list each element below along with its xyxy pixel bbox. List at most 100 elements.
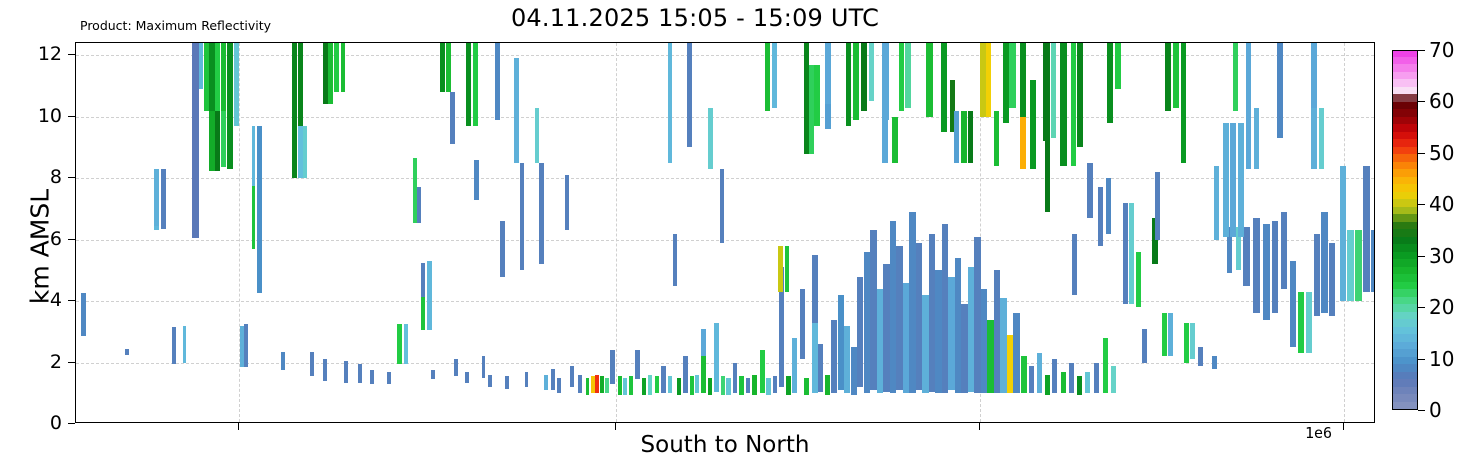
reflectivity-column (1122, 43, 1128, 422)
reflectivity-cell (343, 361, 348, 383)
reflectivity-cell (244, 324, 249, 368)
colorbar-band (1393, 385, 1417, 394)
reflectivity-cell (440, 43, 445, 93)
reflectivity-cell (1052, 359, 1058, 394)
reflectivity-column (1152, 43, 1159, 422)
reflectivity-cell (403, 324, 409, 365)
reflectivity-column (882, 43, 888, 422)
reflectivity-column (785, 43, 791, 422)
reflectivity-cell (1311, 43, 1318, 108)
reflectivity-cell (524, 371, 529, 388)
reflectivity-cell (1019, 43, 1027, 117)
reflectivity-column (1009, 43, 1016, 422)
y-tick-mark (68, 54, 75, 56)
reflectivity-column (759, 43, 765, 422)
reflectivity-cell (882, 116, 888, 163)
reflectivity-column (683, 43, 688, 422)
colorbar-tick-label: 30 (1429, 243, 1455, 268)
colorbar-tick-mark (1418, 255, 1425, 257)
reflectivity-cell (323, 359, 327, 381)
reflectivity-cell (464, 371, 469, 383)
reflectivity-column (1114, 43, 1121, 422)
colorbar-tick-mark (1418, 358, 1425, 360)
y-tick-mark (68, 423, 75, 424)
reflectivity-cell (192, 161, 199, 239)
x-axis-label: South to North (640, 432, 810, 458)
reflectivity-cell (896, 245, 903, 391)
reflectivity-column (1347, 43, 1354, 422)
colorbar-band (1393, 243, 1417, 252)
reflectivity-column (898, 43, 905, 422)
reflectivity-cell (1006, 334, 1014, 394)
reflectivity-column (979, 43, 986, 422)
reflectivity-cell (961, 304, 968, 394)
reflectivity-cell (654, 376, 660, 394)
reflectivity-column (343, 43, 348, 422)
reflectivity-cell (340, 43, 346, 93)
reflectivity-cell (209, 110, 216, 171)
colorbar-band (1393, 160, 1417, 169)
reflectivity-cell (687, 43, 692, 148)
reflectivity-cell (397, 324, 402, 365)
reflectivity-cell (1021, 356, 1028, 394)
reflectivity-cell (720, 376, 726, 395)
reflectivity-column (488, 43, 492, 422)
reflectivity-column (745, 43, 751, 422)
reflectivity-column (1077, 43, 1083, 422)
reflectivity-column (993, 43, 1001, 422)
reflectivity-column (618, 43, 623, 422)
reflectivity-cell (661, 365, 666, 394)
reflectivity-column (1339, 43, 1346, 422)
reflectivity-cell (481, 356, 486, 378)
reflectivity-cell (1103, 337, 1109, 394)
reflectivity-cell (844, 325, 851, 394)
reflectivity-column (853, 43, 859, 422)
reflectivity-cell (534, 107, 540, 163)
colorbar-band (1393, 250, 1417, 259)
reflectivity-column (922, 43, 929, 422)
y-tick-mark (68, 300, 75, 302)
reflectivity-cell (811, 255, 818, 323)
reflectivity-cell (641, 377, 646, 395)
colorbar-band (1393, 63, 1417, 72)
reflectivity-column (800, 43, 806, 422)
reflectivity-cell (1235, 227, 1242, 271)
reflectivity-column (915, 43, 923, 422)
reflectivity-cell (215, 110, 221, 171)
reflectivity-column (707, 43, 713, 422)
reflectivity-column (661, 43, 666, 422)
reflectivity-cell (948, 276, 955, 391)
plot-area[interactable] (75, 42, 1375, 423)
reflectivity-cell (672, 233, 678, 286)
reflectivity-column (358, 43, 362, 422)
reflectivity-column (732, 43, 738, 422)
reflectivity-cell (1110, 365, 1116, 394)
reflectivity-cell (1347, 230, 1354, 302)
reflectivity-column (1105, 43, 1112, 422)
reflectivity-column (1355, 43, 1362, 422)
reflectivity-column (340, 43, 346, 422)
reflectivity-column (519, 43, 525, 422)
colorbar-tick-mark (1418, 101, 1425, 103)
reflectivity-column (882, 43, 889, 422)
reflectivity-cell (954, 258, 962, 394)
colorbar-band (1393, 198, 1417, 207)
reflectivity-cell (500, 221, 505, 277)
reflectivity-cell (514, 107, 519, 163)
reflectivity-cell (1246, 43, 1252, 169)
reflectivity-column (281, 43, 286, 422)
y-tick-label: 4 (49, 289, 62, 312)
reflectivity-column (1044, 43, 1050, 422)
reflectivity-cell (689, 376, 695, 395)
reflectivity-cell (1106, 43, 1114, 123)
reflectivity-cell (804, 43, 810, 154)
reflectivity-column (766, 43, 771, 422)
reflectivity-cell (1226, 227, 1233, 274)
reflectivity-column (1087, 43, 1093, 422)
colorbar[interactable] (1392, 50, 1418, 410)
reflectivity-cell (1161, 313, 1167, 357)
colorbar-tick-mark (1418, 152, 1425, 154)
reflectivity-column (454, 43, 459, 422)
reflectivity-cell (420, 262, 426, 297)
reflectivity-cell (618, 376, 623, 395)
